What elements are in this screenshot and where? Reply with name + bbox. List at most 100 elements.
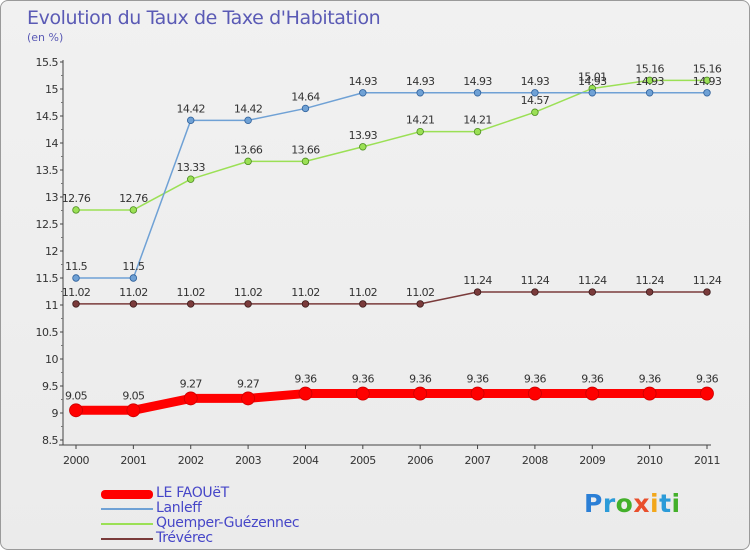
series-line xyxy=(75,79,708,211)
y-tick-label: 15 xyxy=(45,83,58,96)
series-line xyxy=(71,389,712,415)
series-2: 11.5 11.5 14.42 14.42 14.64 14.93 14.93 14.93 14… xyxy=(65,75,722,282)
data-point xyxy=(298,386,313,401)
data-label: 15.16 xyxy=(635,62,664,75)
data-point xyxy=(473,127,482,136)
data-label: 14.21 xyxy=(406,114,435,127)
data-point xyxy=(473,89,482,97)
data-point xyxy=(416,127,424,136)
legend-label: LE FAOUëT xyxy=(156,485,229,501)
data-label: 9.36 xyxy=(696,373,719,386)
series-line xyxy=(75,291,708,305)
data-point xyxy=(645,89,654,97)
data-point xyxy=(187,300,195,308)
data-label: 14.57 xyxy=(521,94,550,107)
legend-label: Quemper-Guézennec xyxy=(156,515,300,531)
data-point xyxy=(301,300,310,308)
x-tick-label: 2011 xyxy=(694,454,720,467)
data-label: 11.24 xyxy=(521,274,550,287)
series-line xyxy=(75,92,708,279)
data-label: 9.27 xyxy=(237,377,260,390)
data-point xyxy=(129,274,138,282)
data-point xyxy=(187,175,195,183)
data-label: 9.36 xyxy=(352,373,375,386)
data-label: 14.93 xyxy=(349,75,378,88)
data-label: 14.42 xyxy=(176,102,205,115)
data-label: 15.01 xyxy=(578,70,607,83)
data-point xyxy=(588,288,596,296)
data-point xyxy=(244,300,252,308)
data-point xyxy=(416,89,424,97)
x-tick-label: 2008 xyxy=(522,454,548,467)
data-point xyxy=(588,89,596,97)
data-point xyxy=(187,116,195,125)
legend-label: Trévérec xyxy=(156,530,213,546)
series-1: 9.05 9.05 9.27 9.27 9.36 9.36 9.36 9.36 9.36 9.36… xyxy=(65,373,719,418)
proxiti-logo: Proxiti xyxy=(584,489,681,518)
data-point xyxy=(531,108,539,116)
data-label: 9.36 xyxy=(409,373,432,386)
x-tick-label: 2004 xyxy=(292,454,318,467)
data-label: 11.02 xyxy=(406,286,435,299)
y-tick-label: 11.5 xyxy=(36,272,59,285)
logo-letter: P xyxy=(584,489,603,518)
data-point xyxy=(645,76,654,85)
y-tick-label: 14 xyxy=(45,137,58,150)
data-label: 11.5 xyxy=(122,260,145,273)
data-label: 11.24 xyxy=(463,274,492,287)
data-point xyxy=(528,386,542,401)
data-label: 11.02 xyxy=(119,286,148,299)
data-point xyxy=(72,274,80,282)
data-point xyxy=(703,89,711,97)
data-label: 11.02 xyxy=(234,286,263,299)
logo-letter: r xyxy=(602,489,616,518)
data-label: 11.02 xyxy=(62,286,91,299)
x-tick-label: 2000 xyxy=(63,454,89,467)
x-tick-label: 2005 xyxy=(350,454,376,467)
y-tick-label: 8.5 xyxy=(42,434,58,447)
data-point xyxy=(244,116,252,125)
data-label: 9.05 xyxy=(122,389,145,402)
x-tick-label: 2003 xyxy=(235,454,261,467)
data-point xyxy=(72,300,80,308)
data-label: 9.36 xyxy=(294,373,317,386)
data-label: 12.76 xyxy=(62,192,91,205)
data-label: 12.76 xyxy=(119,192,148,205)
data-point xyxy=(244,157,252,166)
logo-letter: i xyxy=(671,489,681,518)
data-label: 11.02 xyxy=(291,286,320,299)
data-label: 11.24 xyxy=(635,274,664,287)
y-tick-label: 12.5 xyxy=(36,218,59,231)
series-4: 11.02 11.02 11.02 11.02 11.02 11.02 11.02 11.24… xyxy=(62,274,722,308)
data-point xyxy=(645,288,654,296)
data-point xyxy=(585,386,600,401)
y-tick-label: 9 xyxy=(52,407,59,420)
legend-label: Lanleff xyxy=(156,500,202,516)
data-point xyxy=(642,386,657,401)
data-label: 11.02 xyxy=(349,286,378,299)
data-point xyxy=(413,386,428,401)
data-point xyxy=(416,300,424,308)
y-tick-label: 10 xyxy=(45,353,58,366)
data-label: 9.36 xyxy=(639,373,662,386)
data-label: 15.16 xyxy=(693,62,722,75)
data-label: 13.33 xyxy=(176,161,205,174)
data-point xyxy=(301,104,310,113)
data-point xyxy=(241,391,255,406)
data-point xyxy=(129,206,138,214)
logo-letter: o xyxy=(615,489,634,518)
x-tick-label: 2002 xyxy=(178,454,204,467)
data-point xyxy=(703,76,711,85)
data-label: 13.66 xyxy=(234,143,263,156)
logo-letter: t xyxy=(659,489,672,518)
data-label: 9.36 xyxy=(524,373,547,386)
data-point xyxy=(700,386,714,401)
data-point xyxy=(359,300,367,308)
data-label: 14.21 xyxy=(463,114,492,127)
data-label: 13.66 xyxy=(291,143,320,156)
y-axis-unit-label: (en %) xyxy=(27,31,64,44)
y-tick-label: 15.5 xyxy=(36,56,59,69)
legend-swatch xyxy=(101,489,153,499)
data-point xyxy=(183,391,198,406)
